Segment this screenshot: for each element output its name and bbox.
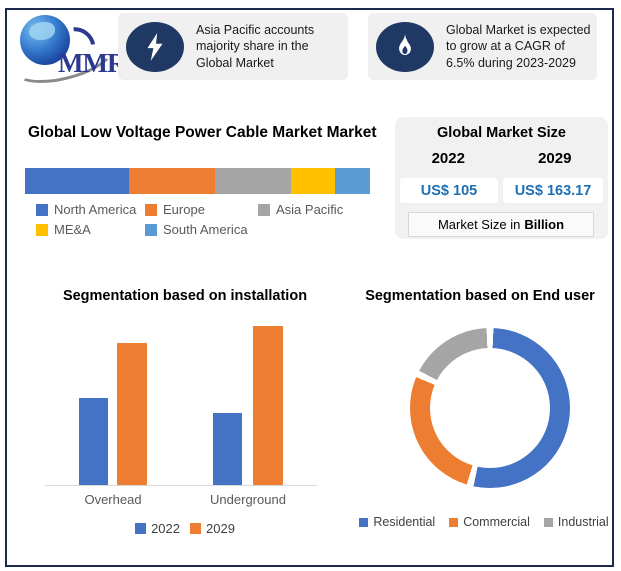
end-user-chart-title: Segmentation based on End user [365,288,595,304]
legend-swatch [145,203,157,216]
legend-label: Residential [373,515,436,529]
legend-item: 2022 [135,521,180,536]
segment-north-america [25,168,129,194]
legend-swatch [258,203,270,216]
legend-label: ME&A [54,222,91,237]
legend-item: South America [145,222,258,237]
mmr-logo: MMR [6,10,126,93]
panel-title: Global Market Size [437,125,566,141]
category-overhead: Overhead [84,492,142,507]
callout-text: Global Market is expected to grow at a C… [446,22,591,70]
installation-chart-title: Segmentation based on installation [62,288,308,304]
legend-label: South America [163,222,248,237]
legend-swatch [449,517,459,527]
legend-swatch [359,517,369,527]
legend-item: North America [36,202,145,217]
end-user-legend: Residential Commercial Industrial [358,515,610,529]
legend-swatch [36,223,48,236]
market-value-2022: US$ 105 [400,178,498,203]
market-size-unit-note: Market Size in Billion [408,212,594,237]
note-prefix: Market Size in [437,217,521,232]
lightning-bolt-icon [126,21,184,72]
legend-swatch [135,523,147,534]
segment-south-america [335,168,370,194]
year-2029: 2029 [538,150,572,167]
donut-hole [430,348,550,468]
legend-item: Industrial [543,515,609,529]
legend-swatch [543,517,553,527]
callout-text: Asia Pacific accounts majority share in … [196,22,315,70]
legend-swatch [145,223,157,236]
legend-label: 2029 [206,521,235,536]
category-underground: Underground [210,492,286,507]
legend-label: Commercial [463,515,530,529]
legend-item: Europe [145,202,258,217]
global-market-size-panel: Global Market Size 2022 2029 US$ 105 US$… [395,117,608,239]
legend-label: North America [54,202,137,217]
note-unit: Billion [524,217,565,232]
end-user-donut-chart [410,328,570,488]
regional-legend: North America Europe Asia Pacific ME&A S… [36,202,381,237]
market-value-2029: US$ 163.17 [503,178,603,203]
bar-overhead-2029 [117,343,147,485]
segment-mea [290,168,336,194]
bar-underground-2022 [213,413,242,485]
segment-europe [128,168,215,194]
legend-item: ME&A [36,222,145,237]
panel-years: 2022 2029 [395,150,608,167]
legend-item: Commercial [449,515,530,529]
legend-swatch [36,203,48,216]
segment-asia-pacific [214,168,291,194]
legend-item: 2029 [190,521,235,536]
globe-icon [20,15,70,65]
legend-label: Europe [163,202,205,217]
callout-asia-pacific: Asia Pacific accounts majority share in … [118,13,348,80]
bar-underground-2029 [253,326,283,485]
report-title: Global Low Voltage Power Cable Market Ma… [28,124,377,141]
callout-cagr: Global Market is expected to grow at a C… [368,13,597,80]
bar-overhead-2022 [79,398,108,485]
legend-swatch [190,523,201,534]
legend-item: Residential [359,515,435,529]
legend-label: Industrial [557,515,609,529]
logo-text: MMR [58,48,126,78]
legend-label: 2022 [151,521,180,536]
installation-legend: 2022 2029 [45,521,325,536]
flame-icon [376,21,434,72]
installation-bar-chart [45,326,317,486]
regional-share-stacked-bar [25,168,370,194]
legend-label: Asia Pacific [276,202,344,217]
legend-item: Asia Pacific [258,202,381,217]
year-2022: 2022 [431,150,465,167]
